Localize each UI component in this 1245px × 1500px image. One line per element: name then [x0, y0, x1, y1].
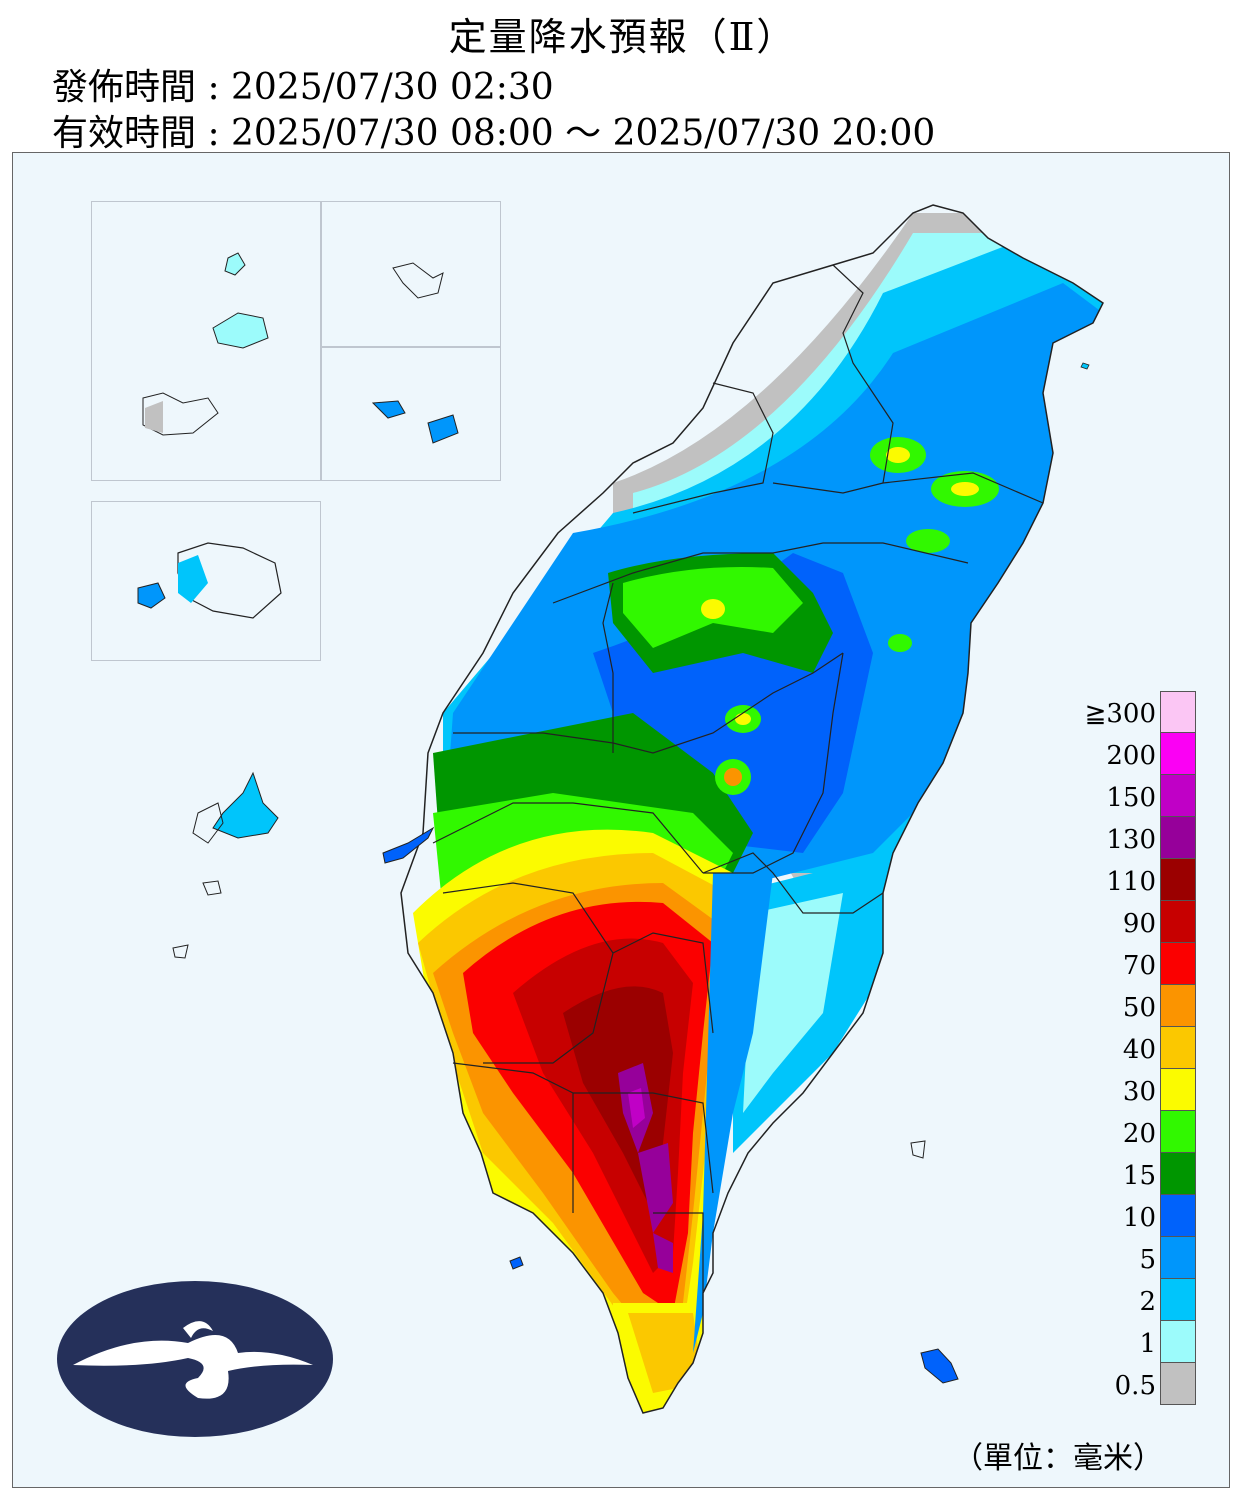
- legend-label: 110: [1106, 867, 1156, 897]
- legend-label: 40: [1122, 1035, 1156, 1065]
- valid-label: 有效時間: [52, 113, 197, 154]
- inset-matsu-north: [321, 201, 501, 347]
- legend-label: 70: [1122, 951, 1156, 981]
- legend-label: 30: [1122, 1077, 1156, 1107]
- inset-penghu: [91, 201, 321, 481]
- legend-swatch: [1160, 1027, 1196, 1069]
- legend-swatch: [1160, 1363, 1196, 1405]
- legend-label: ≧300: [1084, 699, 1156, 729]
- legend-swatch: [1160, 1321, 1196, 1363]
- county-boundaries: [432, 264, 1044, 1293]
- legend-swatch: [1160, 943, 1196, 985]
- legend-swatch: [1160, 901, 1196, 943]
- map-frame: ≧300 200 150 130 110 90 70 50 40 30 20 15 10 5 2 1 0.5 （…: [12, 152, 1230, 1488]
- legend-label: 130: [1106, 825, 1156, 855]
- valid-colon: :: [196, 113, 232, 154]
- legend-swatch: [1160, 691, 1196, 733]
- inset-matsu-south: [321, 347, 501, 481]
- legend-swatch: [1160, 859, 1196, 901]
- valid-start: 2025/07/30 08:00: [231, 113, 554, 154]
- taiwan-outline: [400, 204, 1104, 1414]
- legend-label: 50: [1122, 993, 1156, 1023]
- legend-label: 10: [1122, 1203, 1156, 1233]
- outlying-islands: [137, 252, 1090, 1384]
- legend-label: 2: [1139, 1287, 1156, 1317]
- legend-swatch: [1160, 775, 1196, 817]
- legend-swatch: [1160, 1237, 1196, 1279]
- legend-label: 150: [1106, 783, 1156, 813]
- legend-label: 200: [1106, 741, 1156, 771]
- legend-label: 20: [1122, 1119, 1156, 1149]
- legend-label: 1: [1139, 1329, 1156, 1359]
- legend-colorbar: [1160, 691, 1196, 1405]
- valid-time-line: 有效時間 : 2025/07/30 08:00 ～ 2025/07/30 20:…: [52, 104, 935, 156]
- cwa-logo: [57, 1281, 333, 1437]
- legend-swatch: [1160, 1153, 1196, 1195]
- legend-swatch: [1160, 1195, 1196, 1237]
- valid-end: 2025/07/30 20:00: [612, 113, 936, 154]
- legend-label: 15: [1122, 1161, 1156, 1191]
- rainfall-map: [57, 204, 1104, 1437]
- legend-label: 90: [1122, 909, 1156, 939]
- legend-swatch: [1160, 733, 1196, 775]
- legend-unit: （單位：毫米）: [953, 1441, 1163, 1476]
- legend-swatch: [1160, 1279, 1196, 1321]
- issue-label: 發佈時間: [52, 67, 197, 108]
- issue-time: 2025/07/30 02:30: [231, 67, 554, 108]
- legend-swatch: [1160, 817, 1196, 859]
- legend-swatch: [1160, 985, 1196, 1027]
- rain-shading: [401, 205, 1103, 1413]
- valid-separator: ～: [565, 113, 602, 154]
- map-title: 定量降水預報（Ⅱ）: [448, 15, 797, 59]
- legend-swatch: [1160, 1111, 1196, 1153]
- issue-colon: :: [196, 67, 232, 108]
- legend-label: 0.5: [1114, 1371, 1156, 1401]
- issue-time-line: 發佈時間 : 2025/07/30 02:30: [52, 58, 554, 110]
- legend-swatch: [1160, 1069, 1196, 1111]
- legend-label: 5: [1139, 1245, 1156, 1275]
